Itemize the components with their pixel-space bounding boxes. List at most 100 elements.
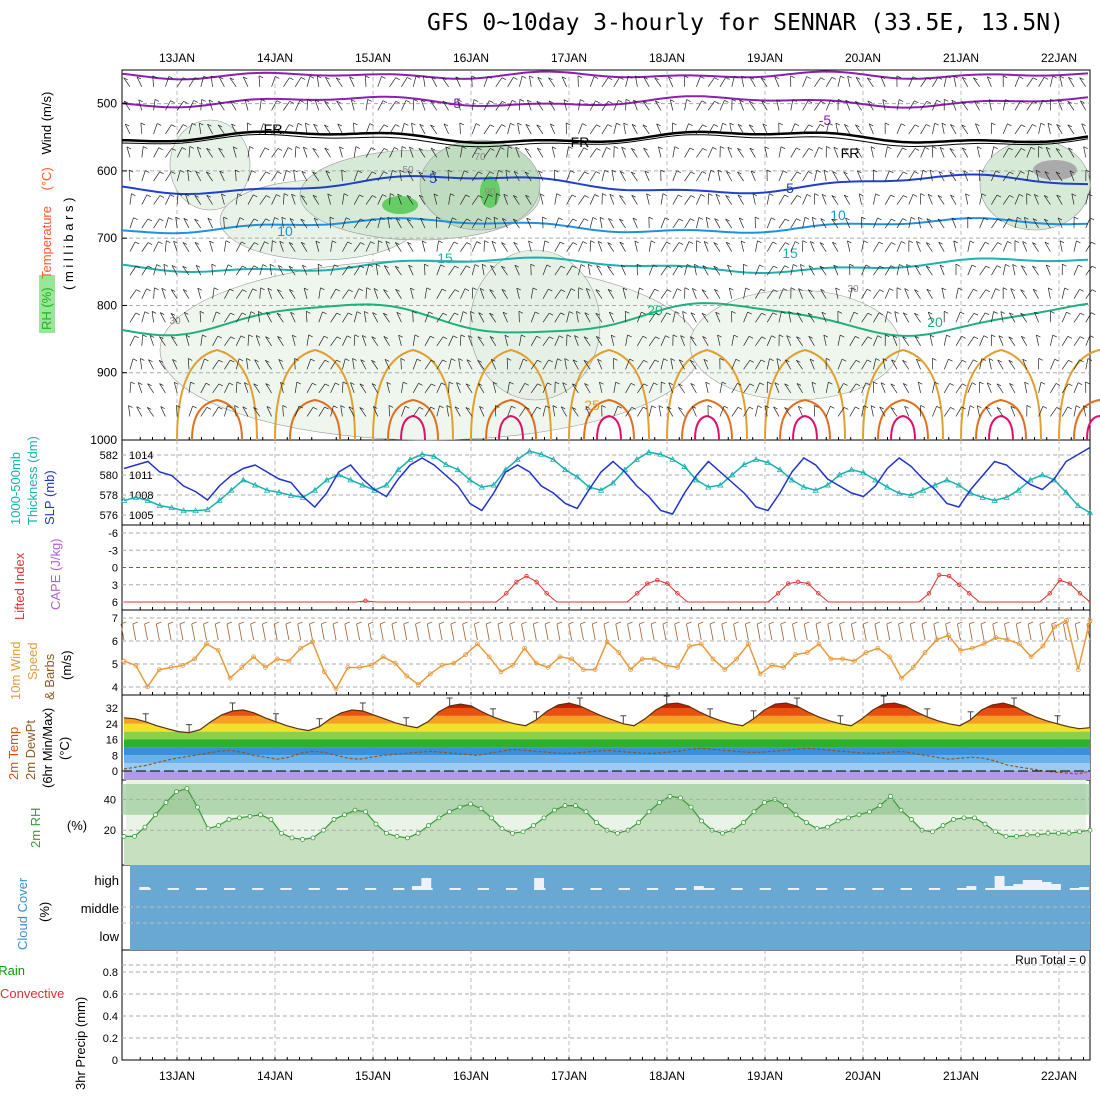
wind-barb [203,623,207,641]
wind-barb [176,77,184,88]
wind-barb [224,405,228,417]
wind-barb [135,312,141,316]
wind-barb [962,77,967,80]
wind-barb [1044,171,1051,182]
wind-barb [454,406,461,417]
wind-barb [390,193,395,196]
wind-barb [511,405,516,409]
wind-barb [729,122,734,126]
wind-barb [507,123,511,134]
wind-barb [512,100,517,103]
wind-barb [1085,289,1093,299]
wind-barb [566,170,571,182]
wind-barb [690,195,696,198]
wind-barb [325,170,331,174]
wind-barb [944,99,949,102]
wind-barb [1091,312,1096,316]
wind-barb [283,193,289,196]
wind-barb [906,264,911,267]
wind-barb [618,100,623,103]
wind-barb [926,288,932,292]
wind-barb [147,242,153,245]
data-point [956,582,962,587]
data-point [287,492,295,498]
wind-barb [726,171,731,174]
wind-barb [689,336,697,347]
wind-barb [1085,169,1091,173]
wind-barb [849,383,857,394]
wind-barb [176,405,178,417]
wind-barb [479,288,485,299]
wind-barb [1074,623,1079,641]
wind-barb [979,265,987,276]
wind-barb [291,335,296,346]
wind-barb [891,218,896,222]
data-point [645,448,652,455]
wind-barb [259,195,267,205]
wind-barb [823,334,828,338]
wind-barb [715,312,721,323]
wind-barb [352,358,357,361]
wind-barb [880,76,886,87]
wind-barb [471,123,477,135]
wind-barb [1073,405,1077,417]
wind-barb [891,242,896,245]
wind-barb [604,170,609,173]
wind-barb [757,240,762,244]
wind-barb [691,406,697,409]
wind-barb [277,171,282,174]
wind-barb [896,287,902,291]
wind-barb [312,171,320,182]
wind-barb [650,621,657,625]
wind-barb [318,287,321,299]
wind-barb [1083,405,1088,409]
wind-barb [660,193,664,205]
wind-barb [235,169,240,173]
wind-barb [1050,407,1057,417]
wind-barb [147,218,153,222]
wind-barb [339,146,343,158]
wind-barb [776,99,781,102]
wind-barb [607,242,612,245]
wind-barb [432,170,437,174]
wind-barb [764,146,768,158]
wind-barb [212,335,219,346]
data-point [416,682,421,687]
wind-barb [265,171,271,175]
wind-barb [200,407,208,417]
wind-barb [310,358,315,362]
wind-barb [171,124,176,128]
wind-barb [832,241,839,252]
wind-barb [796,312,803,323]
wind-barb [637,406,644,417]
wind-barb [1038,382,1042,393]
wind-barb [300,77,306,80]
data-point [192,507,199,514]
wind-barb [622,287,626,299]
wind-barb [884,170,890,182]
wind-barb [678,407,683,410]
wind-barb [589,148,597,158]
wind-barb [151,311,154,323]
wind-barb [496,193,501,196]
data-point [1027,476,1034,483]
wind-barb [655,100,660,104]
wind-barb [330,288,337,299]
wind-barb [143,146,148,149]
wind-barb [323,335,329,339]
wind-barb [863,240,868,244]
ylabel-text: Speed [25,642,40,680]
wind-barb [277,265,284,276]
cloud-high-bar [534,878,545,890]
wind-barb [1027,621,1034,625]
wind-barb [259,99,262,111]
wind-barb [666,241,671,245]
wind-barb [851,621,857,625]
wind-barb [243,382,249,394]
upper-ylabel-units: ( m i l l i b a r s ) [61,198,76,290]
wind-barb [395,242,400,245]
wind-barb [766,289,774,299]
wind-barb [1043,218,1051,229]
wind-barb [1032,242,1037,245]
wind-barb [247,122,252,126]
